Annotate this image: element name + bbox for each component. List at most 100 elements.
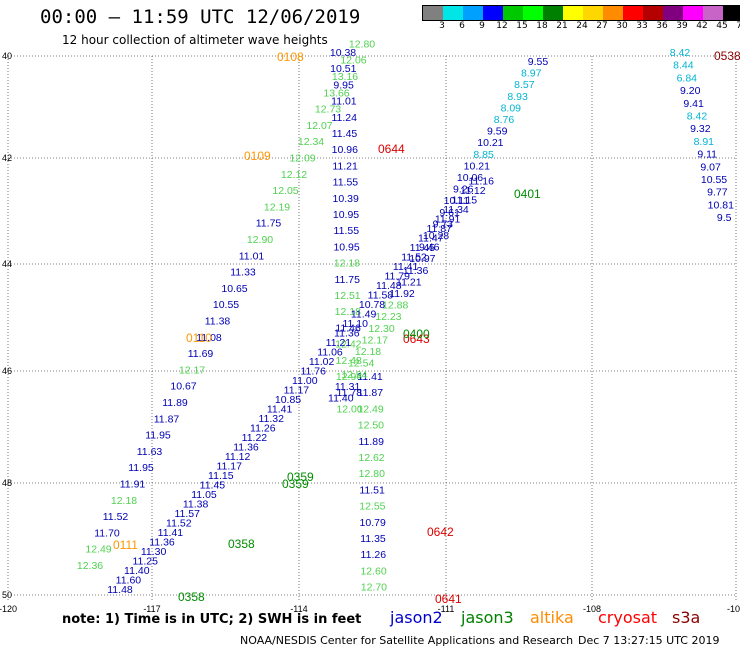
- wave-height-value: 11.00: [292, 375, 318, 387]
- colorbar-label: 70: [736, 21, 740, 31]
- wave-height-value: 12.00: [336, 403, 362, 415]
- wave-height-value: 12.80: [359, 468, 385, 480]
- colorbar-swatch: [623, 6, 643, 20]
- wave-height-value: 11.52: [166, 518, 192, 530]
- credit-line: NOAA/NESDIS Center for Satellite Applica…: [240, 634, 574, 647]
- wave-height-value: 10.28: [423, 230, 449, 242]
- wave-height-value: 10.21: [477, 137, 503, 149]
- wave-height-value: 12.62: [358, 452, 384, 464]
- wave-height-value: 9.32: [690, 123, 711, 135]
- wave-height-value: 11.47: [418, 233, 444, 245]
- colorbar-label: 45: [716, 21, 728, 31]
- colorbar-label: 3: [439, 21, 445, 31]
- wave-height-value: 11.36: [334, 328, 360, 340]
- legend-jason3: jason3: [461, 608, 514, 627]
- wave-height-value: 9.46: [419, 242, 440, 254]
- wave-height-value: 12.80: [349, 38, 375, 50]
- colorbar-swatch: [723, 6, 740, 20]
- colorbar-swatch: [603, 6, 623, 20]
- wave-height-value: 11.01: [239, 250, 265, 262]
- colorbar-label: 12: [496, 21, 508, 31]
- colorbar-label: 42: [696, 21, 708, 31]
- colorbar-label: 24: [576, 21, 588, 31]
- wave-height-value: 9.26: [453, 184, 474, 196]
- colorbar-swatch: [483, 6, 503, 20]
- wave-height-value: 10.06: [457, 172, 483, 184]
- wave-height-value: 11.41: [357, 371, 383, 383]
- lon-label: -111: [438, 604, 455, 614]
- wave-height-value: 11.45: [200, 480, 226, 492]
- wave-height-value: 11.69: [188, 348, 214, 360]
- wave-height-value: 11.01: [331, 96, 357, 108]
- wave-height-value: 11.92: [389, 288, 415, 300]
- pass-time-tag: 0111: [113, 538, 138, 552]
- wave-height-value: 11.15: [208, 470, 234, 482]
- legend-altika: altika: [530, 608, 574, 627]
- wave-height-value: 13.66: [323, 87, 349, 99]
- wave-height-value: 12.18: [334, 258, 360, 270]
- wave-height-value: 11.48: [107, 584, 133, 596]
- wave-height-value: 10.96: [332, 144, 358, 156]
- wave-height-value: 8.42: [670, 47, 691, 59]
- wave-height-value: 11.02: [309, 356, 335, 368]
- wave-height-value: 10.95: [333, 209, 359, 221]
- legend-s3a: s3a: [672, 608, 701, 627]
- lon-label: -117: [143, 604, 160, 614]
- lat-label: 48: [2, 478, 12, 488]
- wave-height-value: 11.21: [326, 337, 352, 349]
- lon-label: -108: [583, 604, 601, 614]
- colorbar-swatch: [443, 6, 463, 20]
- colorbar-label: 18: [536, 21, 548, 31]
- pass-time-tag: 0642: [427, 525, 454, 539]
- pass-time-tag: 0644: [378, 142, 405, 156]
- wave-height-value: 12.73: [315, 104, 341, 116]
- wave-height-colorbar: [422, 5, 740, 21]
- legend-jason2: jason2: [390, 608, 443, 627]
- wave-height-value: 9.55: [528, 56, 549, 68]
- wave-height-value: 12.07: [306, 120, 332, 132]
- lat-label: 46: [2, 366, 12, 376]
- wave-height-value: 12.90: [247, 234, 273, 246]
- wave-height-value: 12.96: [336, 371, 362, 383]
- wave-height-value: 12.17: [362, 334, 388, 346]
- lon-label: -120: [0, 604, 17, 614]
- colorbar-swatch: [663, 6, 683, 20]
- wave-height-value: 11.06: [317, 347, 343, 359]
- wave-height-value: 8.97: [521, 68, 542, 80]
- axis-labels: 40 42 44 46 48 50 -120 -117 -114 -111 -108 -105: [0, 51, 740, 614]
- wave-height-value: 10.95: [333, 241, 359, 253]
- wave-height-value: 11.41: [158, 527, 184, 539]
- wave-height-value: 11.87: [154, 413, 180, 425]
- wave-height-value: 11.36: [149, 537, 175, 549]
- wave-height-value: 11.95: [128, 462, 154, 474]
- wave-height-value: 11.89: [358, 436, 384, 448]
- lat-label: 44: [2, 259, 12, 269]
- colorbar-swatch: [463, 6, 483, 20]
- wave-height-value: 11.51: [359, 484, 385, 496]
- pass-time-tag: 0643: [403, 332, 430, 346]
- wave-height-value: 8.57: [514, 79, 535, 91]
- wave-height-value: 11.15: [452, 195, 478, 207]
- wave-height-value: 12.18: [111, 495, 137, 507]
- wave-height-value: 11.10: [342, 318, 368, 330]
- wave-height-value: 11.45: [332, 128, 358, 140]
- wave-height-value: 11.36: [233, 442, 259, 454]
- wave-height-value: 11.48: [376, 280, 402, 292]
- wave-height-value: 13.16: [332, 71, 358, 83]
- wave-height-value: 11.87: [426, 223, 452, 235]
- colorbar-swatch: [583, 6, 603, 20]
- colorbar-swatch: [563, 6, 583, 20]
- wave-height-value: 12.36: [77, 560, 103, 572]
- colorbar-swatch: [683, 6, 703, 20]
- wave-height-value: 11.55: [334, 225, 360, 237]
- wave-height-value: 12.23: [375, 311, 401, 323]
- wave-height-value: 11.40: [124, 565, 150, 577]
- wave-height-value: 11.40: [328, 392, 354, 404]
- wave-height-value: 11.63: [137, 446, 163, 458]
- wave-height-value: 11.26: [250, 423, 276, 435]
- wave-height-value: 12.94: [341, 369, 367, 381]
- wave-height-value: 11.95: [145, 430, 171, 442]
- wave-height-value: 10.78: [359, 299, 385, 311]
- wave-height-value: 10.55: [701, 174, 727, 186]
- wave-height-value: 10.21: [464, 160, 490, 172]
